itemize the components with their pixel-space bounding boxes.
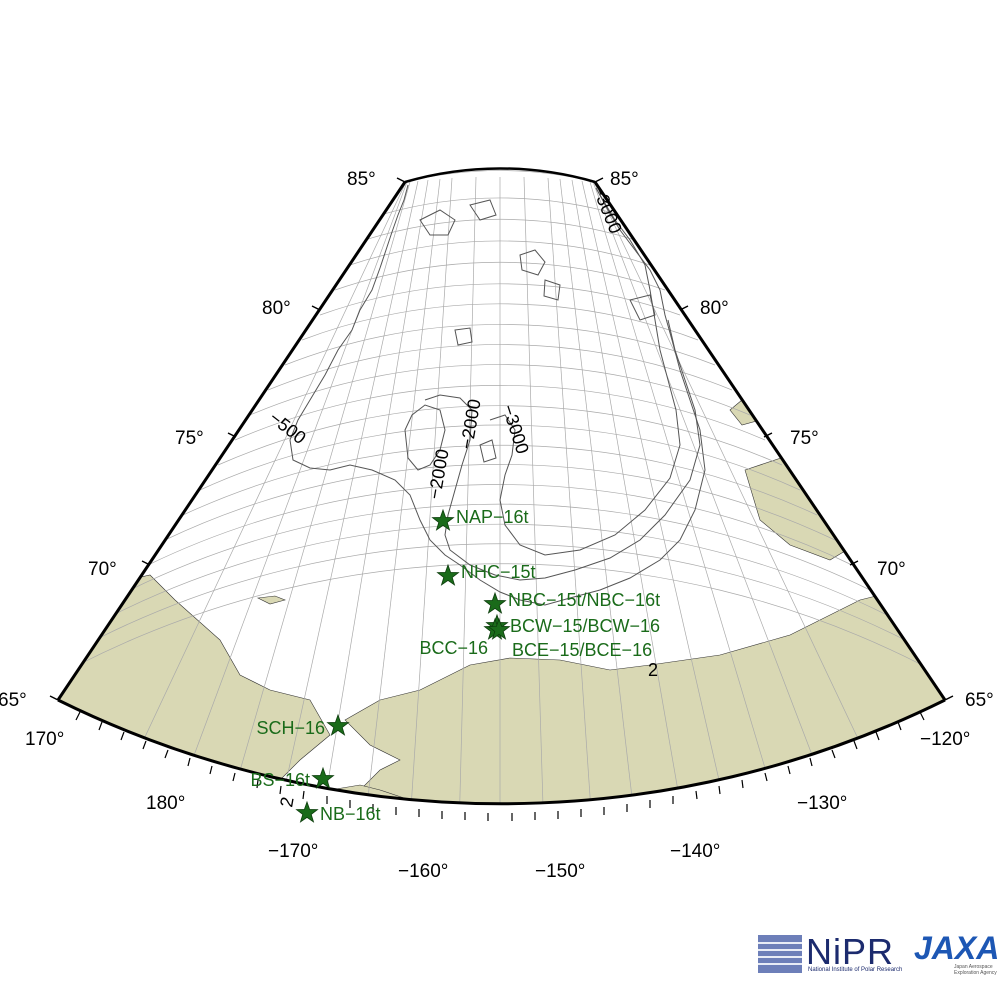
station-star-icon: [431, 508, 455, 531]
station-label: NBC−15t/NBC−16t: [508, 590, 660, 610]
contour-500: [289, 184, 706, 606]
station-layer: NAP−16t NHC−15t NBC−15t/NBC−16t BCW−15/BCW−…: [250, 507, 660, 824]
contour-seamount: [419, 209, 456, 236]
lon-label: −150°: [535, 861, 585, 882]
contour-label: 2: [648, 660, 658, 680]
contour-seamount: [469, 199, 497, 221]
station-star-icon: [436, 563, 460, 586]
frame-south-arc: [57, 698, 946, 806]
meridian-line: [269, 180, 419, 804]
nipr-wordmark: NiPR: [806, 931, 895, 972]
lon-label: −160°: [398, 861, 448, 882]
station-label: BS−16t: [250, 770, 310, 790]
lat-label: 70°: [877, 559, 906, 580]
meridian-line: [571, 179, 691, 804]
contour-label: −3000: [498, 402, 533, 456]
lat-label: 80°: [700, 298, 729, 319]
meridian-line: [219, 181, 411, 804]
jaxa-subtitle: Japan Aerospace Exploration Agency: [954, 964, 997, 976]
contour-2000b: [404, 404, 446, 471]
nipr-emblem-icon: [758, 935, 802, 973]
jaxa-wordmark: JAXA: [914, 930, 1000, 966]
contour-label: −500: [266, 407, 310, 448]
lon-label: 180°: [146, 793, 185, 814]
station-label: NB−16t: [320, 804, 381, 824]
station-star-icon: [483, 591, 507, 614]
frame-north-arc: [404, 167, 596, 184]
meridian-line: [581, 180, 736, 804]
contour-label: 2: [276, 795, 297, 808]
frame-ticks: [75, 711, 925, 821]
station-label: BCC−16: [419, 638, 488, 658]
station-label: NHC−15t: [461, 562, 536, 582]
lat-label: 70°: [88, 559, 117, 580]
frame-east-edge: [593, 181, 947, 701]
contour-seamount: [454, 327, 473, 346]
lon-label: −170°: [268, 841, 318, 862]
lon-label: −140°: [670, 841, 720, 862]
lat-label: 75°: [790, 428, 819, 449]
contour-label: −3000: [588, 182, 625, 236]
lon-label: −120°: [920, 729, 970, 750]
lon-label: 170°: [25, 729, 64, 750]
contour-seamount: [543, 279, 561, 301]
station-star-icon: [326, 713, 350, 736]
contour-seamount: [519, 249, 546, 276]
meridian-line: [169, 181, 408, 804]
meridian-line: [593, 181, 881, 786]
nipr-subtitle: National Institute of Polar Research: [808, 967, 903, 973]
lat-label: 85°: [347, 169, 376, 190]
meridian-line: [406, 177, 453, 804]
meridian-line: [547, 177, 596, 804]
contour-label: −2000: [424, 447, 452, 500]
station-label: BCE−15/BCE−16: [512, 640, 652, 660]
meridian-line: [559, 178, 641, 804]
meridian-line: [523, 176, 546, 804]
meridian-line: [314, 179, 429, 804]
lon-label: −130°: [797, 793, 847, 814]
lat-label: 80°: [262, 298, 291, 319]
contour-label: −2000: [456, 397, 484, 450]
lat-label: 65°: [0, 690, 27, 711]
lat-label: 85°: [610, 169, 639, 190]
station-star-icon: [295, 800, 319, 823]
meridian-line: [592, 181, 836, 804]
lat-label: 65°: [965, 690, 994, 711]
frame-west-edge: [56, 181, 407, 701]
station-label: BCW−15/BCW−16: [510, 616, 660, 636]
lat-label: 75°: [175, 428, 204, 449]
station-label: NAP−16t: [456, 507, 529, 527]
meridian-line: [359, 178, 441, 804]
station-star-icon: [311, 766, 335, 789]
contour-3000: [489, 194, 681, 556]
bathymetry-contours: [289, 184, 706, 606]
frame-side-ticks: [49, 177, 954, 701]
contour-seamount: [479, 439, 497, 463]
graticule: [77, 170, 923, 804]
meridian-line: [119, 181, 407, 791]
station-star-icon: [487, 617, 511, 640]
contour-seamount: [629, 294, 656, 321]
land-alaska: [329, 589, 945, 804]
station-label: SCH−16: [256, 718, 325, 738]
map-frame: [49, 167, 954, 821]
jaxa-logo: JAXA Japan Aerospace Exploration Agency: [912, 930, 1000, 980]
nipr-logo: NiPR National Institute of Polar Researc…: [758, 931, 908, 977]
meridian-line: [457, 176, 477, 804]
contour-2000: [424, 319, 701, 581]
land-wrangel: [256, 595, 286, 605]
meridian-line: [589, 181, 786, 804]
